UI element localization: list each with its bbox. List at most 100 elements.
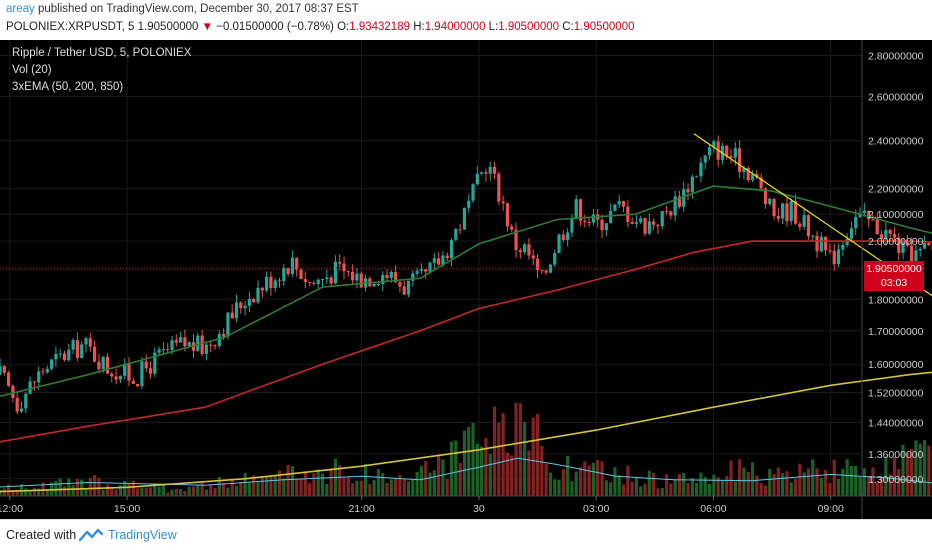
candle-body [389,271,393,279]
candle-body [475,173,479,185]
volume-bar [88,477,92,496]
volume-bar [467,426,471,496]
price-tick-label: 1.70000000 [868,326,924,338]
volume-bar [32,487,37,496]
volume-bar [277,470,282,496]
volume-bar [905,452,909,496]
candle-body [84,338,88,345]
candle-body [316,279,320,284]
volume-bar [372,480,376,496]
volume-bar [252,475,256,496]
candle-body [312,282,316,284]
candle-body [174,340,178,343]
candle-body [37,371,41,383]
volume-bar [157,486,161,496]
candle-body [71,340,75,350]
candle-body [660,210,664,227]
volume-bar [385,482,389,496]
candle-body [252,298,256,303]
candle-body [875,219,879,235]
volume-bar [548,472,553,496]
volume-bar [136,488,140,496]
volume-bar [527,450,531,496]
candle-body [867,210,871,220]
volume-bar [226,487,230,496]
candle-body [497,173,501,202]
candle-body [557,234,561,254]
tradingview-brand-link[interactable]: TradingView [108,528,177,542]
author-link[interactable]: areay [6,3,35,15]
candle-body [398,282,402,287]
candle-body [411,273,415,281]
candle-body [308,282,312,284]
candle-body [677,196,682,207]
volume-bar [368,484,372,496]
candle-body [80,344,84,358]
candle-body [462,207,467,230]
chart-area[interactable]: 2.80000000 2.60000000 2.40000000 2.20000000… [0,40,932,519]
volume-bar [755,475,759,496]
volume-bar [798,463,802,496]
candle-body [540,270,544,272]
volume-bar [733,481,737,496]
candle-body [273,280,277,289]
candle-body [897,237,901,253]
candle-body [785,203,789,222]
price-change: −0.01500000 (−0.78%) [216,21,334,33]
volume-bar [836,478,841,496]
candle-body [449,239,454,259]
volume-bar [793,478,798,496]
candle-body [471,184,475,201]
volume-bar [110,488,114,496]
candle-body [75,340,80,358]
candle-body [97,361,101,370]
volume-bar [544,463,548,496]
candle-body [763,188,768,205]
open-label: O: [337,21,350,33]
candle-body [299,269,303,280]
price-badge-bg [864,261,924,291]
close-value: 1.90500000 [573,21,635,33]
candle-body [329,277,333,284]
candle-body [213,345,217,347]
price-tick-label: 1.60000000 [868,359,924,371]
candle-body [265,276,269,291]
volume-bar [265,476,269,496]
candles [0,135,932,415]
candle-body [110,373,114,377]
indicator-lines [0,133,932,493]
candle-body [871,219,875,221]
price-chart[interactable]: 2.80000000 2.60000000 2.40000000 2.20000000… [0,40,932,519]
candle-body [50,359,54,369]
volume-bar [381,473,385,496]
time-tick-label: 15:00 [114,503,140,515]
volume-bar [320,473,325,496]
price-tick-label: 2.40000000 [868,136,924,148]
volume-bar [879,478,884,496]
volume-bar [811,459,815,496]
volume-bar [183,490,187,496]
candle-body [901,242,905,253]
candle-body [256,287,260,303]
volume-bar [458,462,462,496]
price-tick-label: 2.80000000 [868,51,924,63]
volume-bar [609,482,613,496]
volume-bar [897,469,901,496]
volume-bar [174,488,178,496]
candle-body [690,176,694,193]
candle-body [15,397,19,412]
candle-body [445,255,449,259]
candle-body [772,198,776,217]
volume-bar [557,479,561,496]
volume-bar [239,481,243,496]
time-tick-label: 30 [473,503,485,515]
volume-bar [419,466,424,496]
candle-body [729,156,733,158]
candle-body [406,280,411,295]
volume-bar [768,469,772,496]
candle-body [243,305,247,309]
candle-body [535,258,540,271]
candle-body [793,201,798,224]
time-axis[interactable]: 12:0015:0021:003003:0006:0009:0012:0015:… [0,496,932,515]
candle-body [884,229,888,240]
